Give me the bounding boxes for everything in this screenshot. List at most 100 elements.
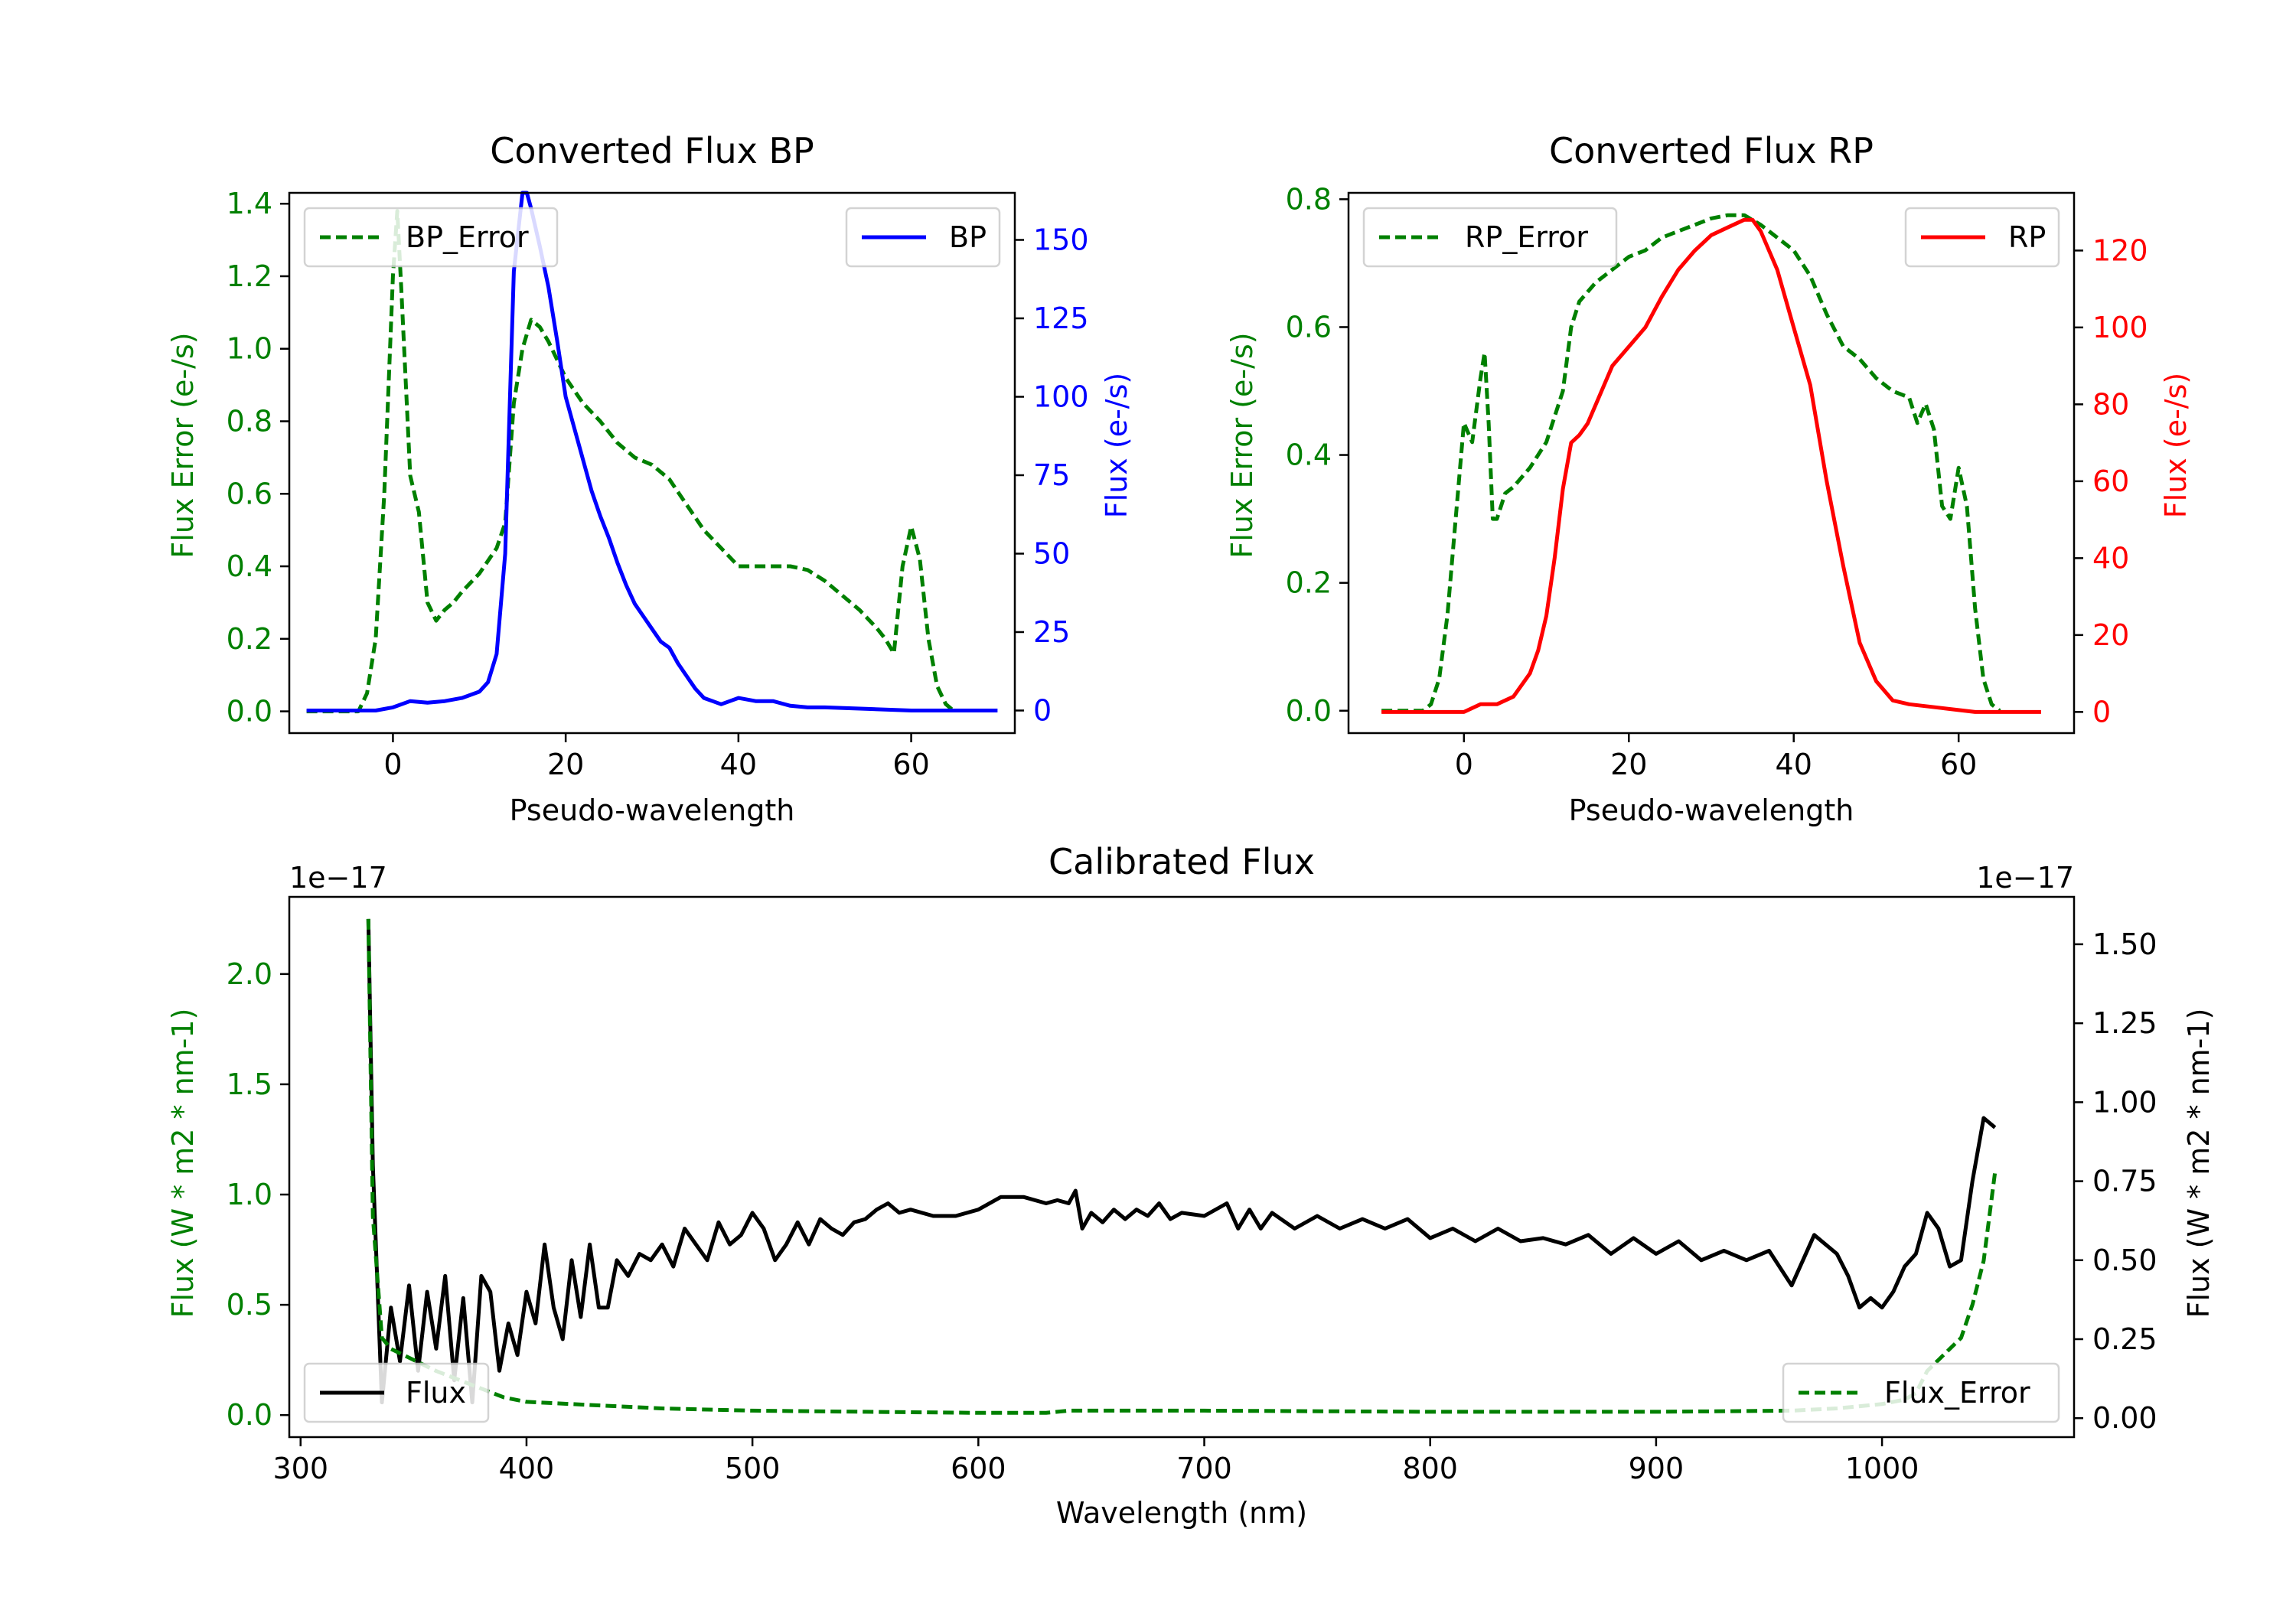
rp-x-tick-label: 20 <box>1610 748 1647 781</box>
rp-right-tick-label: 0 <box>2092 695 2111 729</box>
calibrated-right-tick-label: 0.25 <box>2092 1322 2157 1356</box>
calibrated-plot-frame <box>288 895 2076 1439</box>
bp-ticks: 0 20 40 60 0.0 0.2 0.4 0.6 0.8 1.0 1.2 1.4 0 25 50 75 10… <box>227 187 1089 781</box>
calibrated-x-tick-label: 300 <box>272 1452 328 1485</box>
rp-x-axis-label: Pseudo-wavelength <box>1569 794 1854 827</box>
bp-left-tick-label: 1.4 <box>227 187 272 220</box>
rp-right-tick-label: 120 <box>2092 233 2148 267</box>
rp-right-tick-label: 100 <box>2092 311 2148 344</box>
rp-x-tick-label: 40 <box>1776 748 1812 781</box>
calibrated-left-tick-label: 1.5 <box>227 1068 272 1101</box>
calibrated-legend-flux: Flux <box>303 1362 490 1423</box>
bp-legend-flux: BP <box>845 207 1001 268</box>
bp-left-tick-label: 1.0 <box>227 332 272 366</box>
bp-x-tick-label: 0 <box>383 748 402 781</box>
bp-right-axis-label: Flux (e-/s) <box>1100 373 1133 518</box>
bp-right-tick-label: 100 <box>1033 380 1089 413</box>
bp-x-tick-label: 40 <box>720 748 757 781</box>
bp-series-bp-error <box>306 209 956 714</box>
rp-right-tick-label: 80 <box>2092 387 2129 421</box>
calibrated-right-tick-label: 1.25 <box>2092 1006 2157 1040</box>
bp-x-axis-label: Pseudo-wavelength <box>510 794 795 827</box>
bp-left-tick-label: 0.0 <box>227 695 272 729</box>
calibrated-x-tick-label: 600 <box>951 1452 1006 1485</box>
calibrated-right-tick-label: 0.50 <box>2092 1244 2157 1277</box>
bp-x-tick-label: 20 <box>547 748 584 781</box>
bp-legend-flux-label: BP <box>949 220 987 254</box>
bp-x-tick-label: 60 <box>892 748 929 781</box>
calibrated-title: Calibrated Flux <box>1049 841 1315 882</box>
bp-right-tick-label: 50 <box>1033 536 1070 570</box>
bp-right-tick-label: 25 <box>1033 615 1070 649</box>
rp-x-tick-label: 0 <box>1455 748 1473 781</box>
rp-right-tick-label: 40 <box>2092 541 2129 575</box>
rp-legend-error: RP_Error <box>1362 207 1618 268</box>
rp-plot-frame <box>1347 191 2076 735</box>
bp-title: Converted Flux BP <box>490 130 814 171</box>
calibrated-x-tick-label: 400 <box>499 1452 555 1485</box>
bp-legend-error-label: BP_Error <box>406 220 529 254</box>
calibrated-right-tick-label: 1.50 <box>2092 927 2157 961</box>
calibrated-panel: Calibrated Flux 1e−17 1e−17 Wavelength (… <box>166 841 2216 1530</box>
calibrated-legend-flux-label: Flux <box>406 1376 466 1410</box>
calibrated-series-flux <box>366 918 1997 1405</box>
bp-left-tick-label: 1.2 <box>227 259 272 293</box>
rp-right-tick-label: 60 <box>2092 464 2129 498</box>
rp-ticks: 0 20 40 60 0.0 0.2 0.4 0.6 0.8 0 20 40 60 80 100 120 <box>1286 182 2148 781</box>
bp-left-tick-label: 0.8 <box>227 405 272 438</box>
bp-right-tick-label: 150 <box>1033 223 1089 256</box>
calibrated-right-axis-label: Flux (W * m2 * nm-1) <box>2182 1009 2216 1319</box>
calibrated-right-tick-label: 0.75 <box>2092 1165 2157 1198</box>
rp-panel: Converted Flux RP Pseudo-wavelength Flux… <box>1225 130 2193 827</box>
rp-left-tick-label: 0.6 <box>1286 310 1332 344</box>
calibrated-right-tick-label: 0.00 <box>2092 1401 2157 1435</box>
bp-series <box>306 191 998 714</box>
rp-legend-error-label: RP_Error <box>1465 220 1588 254</box>
bp-left-tick-label: 0.2 <box>227 622 272 656</box>
calibrated-x-tick-label: 800 <box>1402 1452 1458 1485</box>
calibrated-left-tick-label: 0.0 <box>227 1398 272 1432</box>
calibrated-left-tick-label: 1.0 <box>227 1178 272 1211</box>
calibrated-left-offset: 1e−17 <box>289 861 387 895</box>
calibrated-x-axis-label: Wavelength (nm) <box>1056 1496 1307 1530</box>
bp-plot-frame <box>288 191 1016 735</box>
rp-series <box>1381 213 2041 714</box>
bp-right-tick-label: 125 <box>1033 302 1089 335</box>
calibrated-legend-error-box <box>1782 1362 2060 1423</box>
rp-right-axis-label: Flux (e-/s) <box>2159 373 2193 518</box>
rp-left-tick-label: 0.0 <box>1286 694 1332 728</box>
calibrated-x-tick-label: 500 <box>725 1452 781 1485</box>
bp-legend-error: BP_Error <box>303 207 559 268</box>
rp-left-tick-label: 0.8 <box>1286 182 1332 216</box>
rp-left-tick-label: 0.2 <box>1286 566 1332 600</box>
calibrated-x-tick-label: 700 <box>1176 1452 1232 1485</box>
rp-left-axis-label: Flux Error (e-/s) <box>1225 332 1259 558</box>
rp-right-tick-label: 20 <box>2092 618 2129 652</box>
calibrated-legend-error: Flux_Error <box>1782 1362 2060 1423</box>
bp-left-tick-label: 0.4 <box>227 549 272 583</box>
calibrated-left-axis-label: Flux (W * m2 * nm-1) <box>166 1009 200 1319</box>
rp-series-rp-error <box>1381 213 2001 713</box>
rp-legend-error-box <box>1362 207 1618 268</box>
rp-left-tick-label: 0.4 <box>1286 438 1332 472</box>
bp-right-tick-label: 0 <box>1033 693 1052 727</box>
calibrated-left-tick-label: 0.5 <box>227 1288 272 1322</box>
calibrated-legend-error-label: Flux_Error <box>1884 1376 2030 1410</box>
rp-x-tick-label: 60 <box>1940 748 1977 781</box>
rp-legend-flux: RP <box>1904 207 2060 268</box>
rp-title: Converted Flux RP <box>1549 130 1874 171</box>
calibrated-legend-flux-box <box>303 1362 490 1423</box>
rp-series-rp <box>1381 217 2041 714</box>
bp-left-tick-label: 0.6 <box>227 477 272 510</box>
bp-right-tick-label: 75 <box>1033 458 1070 492</box>
bp-panel: Converted Flux BP Pseudo-wavelength Flux… <box>166 130 1133 827</box>
bp-left-axis-label: Flux Error (e-/s) <box>166 332 200 558</box>
calibrated-right-tick-label: 1.00 <box>2092 1085 2157 1119</box>
bp-legend-error-box <box>303 207 559 268</box>
calibrated-x-tick-label: 900 <box>1629 1452 1684 1485</box>
calibrated-ticks: 300 400 500 600 700 800 900 1000 0.0 0.5 1.0 1.5 2.0… <box>227 927 2157 1485</box>
calibrated-left-tick-label: 2.0 <box>227 957 272 991</box>
calibrated-x-tick-label: 1000 <box>1845 1452 1919 1485</box>
calibrated-right-offset: 1e−17 <box>1976 861 2074 895</box>
bp-series-bp <box>306 191 998 712</box>
